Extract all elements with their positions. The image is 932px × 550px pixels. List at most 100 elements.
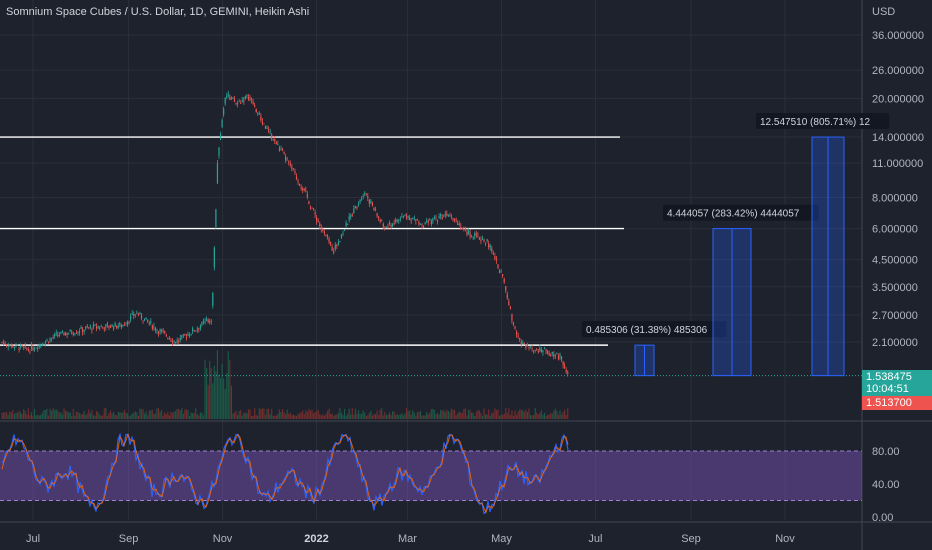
candle-body <box>46 339 48 342</box>
candle-body <box>71 331 73 334</box>
candle-body <box>413 217 415 219</box>
candle-body <box>68 333 70 334</box>
candle-body <box>452 218 454 220</box>
candle-body <box>348 216 350 220</box>
candle-body <box>271 135 273 140</box>
volume-bar <box>185 409 188 419</box>
volume-bar <box>74 415 76 419</box>
candle-body <box>64 333 67 336</box>
candle-body <box>47 341 50 343</box>
volume-bar <box>111 413 113 419</box>
volume-bar <box>512 415 515 419</box>
volume-bar <box>320 415 322 419</box>
volume-bars <box>1 350 569 419</box>
candle-body <box>475 233 477 235</box>
volume-bar <box>464 408 467 419</box>
candle-body <box>184 333 186 336</box>
volume-bar <box>207 384 209 419</box>
volume-bar <box>117 411 119 419</box>
volume-bar <box>331 413 333 419</box>
candle-body <box>252 101 254 105</box>
volume-bar <box>289 412 291 419</box>
candle-body <box>247 97 250 100</box>
measurement-boxes[interactable]: 0.485306 (31.38%) 485306 4.444057 (283.42… <box>582 113 890 377</box>
candle-body <box>117 326 119 328</box>
candle-body <box>393 223 395 224</box>
candle-body <box>277 144 279 146</box>
x-tick-label: Sep <box>681 533 701 545</box>
candle-body <box>278 148 281 151</box>
candle-body <box>116 325 118 329</box>
candle-body <box>89 326 91 328</box>
candle-body <box>441 216 443 219</box>
candle-body <box>424 222 426 225</box>
volume-bar <box>27 408 29 419</box>
volume-bar <box>537 414 539 419</box>
candle-body <box>382 223 384 227</box>
volume-bar <box>548 414 550 419</box>
horizontal-levels[interactable] <box>0 136 862 377</box>
candle-body <box>378 216 380 218</box>
volume-bar <box>24 410 26 419</box>
volume-bar <box>385 415 387 419</box>
volume-bar <box>168 415 170 419</box>
volume-bar <box>466 415 468 419</box>
candle-body <box>289 163 291 165</box>
candle-body <box>240 102 242 104</box>
volume-bar <box>82 413 84 419</box>
candle-body <box>401 216 403 218</box>
volume-bar <box>351 408 353 419</box>
y-tick-label: 8.000000 <box>872 192 918 204</box>
candle-body <box>421 224 423 226</box>
volume-bar <box>178 408 180 419</box>
volume-bar <box>449 412 451 419</box>
candle-body <box>122 325 124 326</box>
volume-bar <box>80 414 82 419</box>
candle-body <box>559 354 561 357</box>
candle-body <box>430 221 432 225</box>
candle-body <box>105 324 107 328</box>
volume-bar <box>57 410 59 419</box>
volume-bar <box>230 385 232 419</box>
volume-bar <box>192 413 194 419</box>
candle-body <box>543 347 546 349</box>
stoch-tick-label: 0.00 <box>872 512 893 524</box>
candle-body <box>171 341 174 343</box>
candle-body <box>16 344 19 346</box>
volume-bar <box>545 415 547 419</box>
candle-body <box>29 351 31 353</box>
candle-body <box>69 329 71 332</box>
volume-bar <box>281 409 284 419</box>
volume-bar <box>271 408 273 419</box>
candle-body <box>539 347 541 351</box>
candle-body <box>551 352 553 354</box>
candle-body <box>162 330 164 332</box>
candle-body <box>409 217 411 221</box>
candle-body <box>235 103 237 104</box>
candle-body <box>529 347 532 349</box>
volume-bar <box>500 414 502 419</box>
volume-bar <box>407 411 409 419</box>
volume-bar <box>1 412 3 419</box>
volume-bar <box>516 414 518 419</box>
candle-body <box>412 218 414 219</box>
y-tick-label: 36.000000 <box>872 30 924 42</box>
volume-bar <box>446 409 448 419</box>
measure-label-bg <box>663 204 819 221</box>
volume-bar <box>419 410 422 419</box>
candle-body <box>23 347 25 348</box>
candle-body <box>343 229 346 231</box>
candle-body <box>226 96 228 98</box>
volume-bar <box>164 412 166 419</box>
volume-bar <box>472 412 474 419</box>
candle-body <box>500 271 502 273</box>
candle-body <box>66 333 68 335</box>
candle-body <box>550 355 552 357</box>
volume-bar <box>536 412 538 419</box>
volume-bar <box>388 412 391 419</box>
volume-bar <box>151 409 153 419</box>
volume-bar <box>116 415 118 419</box>
volume-bar <box>4 412 6 419</box>
candle-body <box>516 331 518 334</box>
